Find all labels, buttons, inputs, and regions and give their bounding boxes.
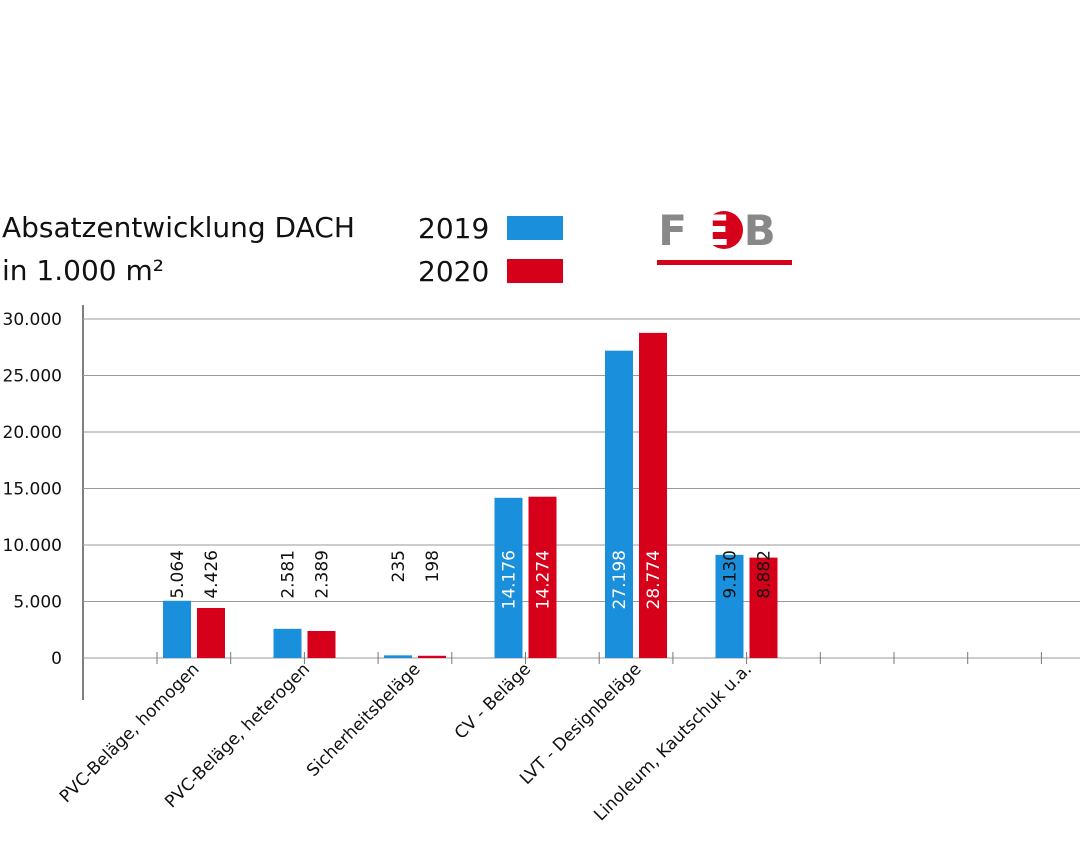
y-tick-label: 25.000 (3, 367, 62, 387)
bar (273, 628, 302, 658)
legend-label: 2019 (418, 212, 489, 245)
bar (307, 631, 336, 658)
y-tick-label: 20.000 (3, 423, 62, 443)
x-tick-label: LVT - Designbeläge (516, 659, 645, 788)
y-tick-label: 15.000 (3, 480, 62, 500)
x-tick-label: Sicherheitsbeläge (303, 659, 425, 781)
value-label: 235 (389, 550, 409, 582)
bar (384, 655, 412, 658)
chart-subtitle: in 1.000 m² (2, 254, 164, 287)
legend-label: 2020 (418, 255, 489, 288)
legend-swatch (507, 259, 563, 283)
value-label: 9.130 (721, 550, 741, 599)
chart-title: Absatzentwicklung DACH (2, 211, 355, 244)
value-label: 8.882 (755, 550, 775, 599)
value-label: 5.064 (168, 550, 188, 599)
value-label: 198 (423, 550, 443, 582)
legend-swatch (507, 216, 563, 240)
value-label: 2.389 (313, 550, 333, 599)
y-tick-label: 5.000 (13, 593, 62, 613)
bar (163, 600, 191, 658)
value-label: 14.176 (500, 550, 520, 609)
y-tick-label: 10.000 (3, 536, 62, 556)
bar (639, 332, 667, 658)
y-tick-label: 0 (51, 649, 62, 669)
bar (749, 557, 778, 658)
logo-underline (657, 260, 792, 265)
bar (494, 497, 523, 658)
logo-circle (705, 211, 743, 249)
logo: FEB (658, 206, 789, 255)
bar (605, 350, 633, 658)
y-tick-label: 30.000 (3, 310, 62, 330)
value-label: 2.581 (279, 550, 299, 599)
bar (418, 655, 446, 658)
value-label: 14.274 (534, 550, 554, 609)
bar (715, 554, 744, 658)
bar (528, 496, 557, 658)
value-label: 4.426 (202, 550, 222, 599)
x-tick-label: CV - Beläge (451, 659, 535, 743)
value-label: 27.198 (610, 550, 630, 609)
bar (197, 607, 225, 658)
value-label: 28.774 (644, 550, 664, 609)
